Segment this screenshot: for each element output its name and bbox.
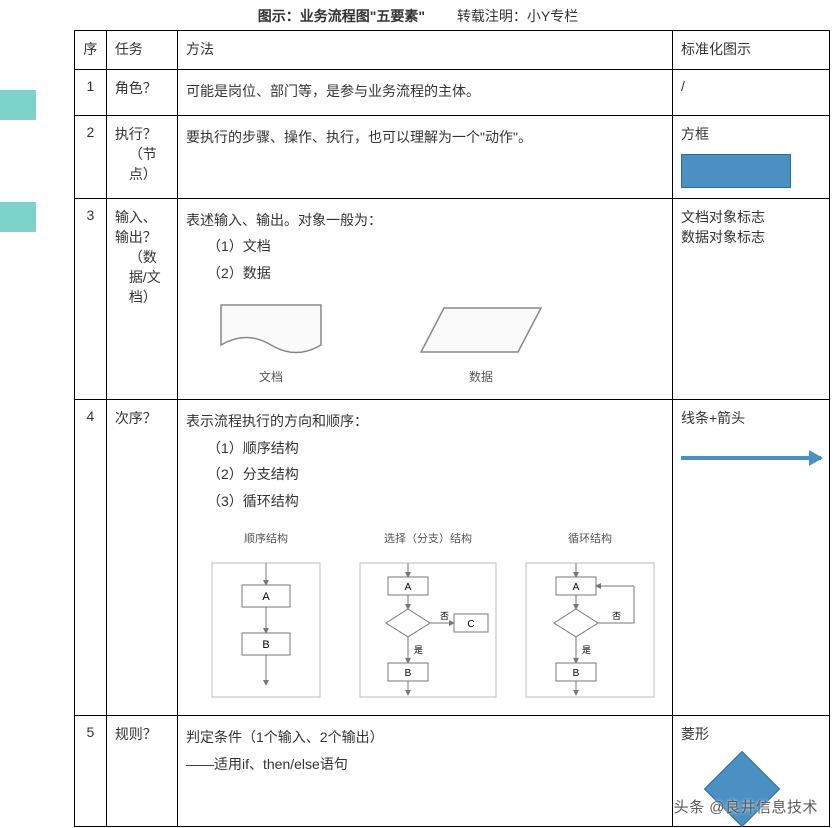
d3-title: 循环结构	[516, 529, 664, 550]
task-3: 输入、输出？ （数据/文档）	[106, 198, 177, 400]
task-1: 角色？	[106, 70, 177, 116]
method-5: 判定条件（1个输入、2个输出） ——适用if、then/else语句	[178, 716, 673, 827]
icon-4-cell: 线条+箭头	[673, 400, 830, 716]
diagram-loop: 循环结构 A 否 是	[516, 529, 664, 706]
col-task: 任务	[106, 31, 177, 70]
svg-text:A: A	[573, 582, 580, 593]
d2-title: 选择（分支）结构	[354, 529, 502, 550]
m4-l1: 表示流程执行的方向和顺序：	[186, 413, 368, 429]
seq-5: 5	[75, 716, 107, 827]
m3-l3: （2）数据	[186, 260, 664, 287]
diagram-sequential: 顺序结构 A B	[192, 529, 340, 706]
task-2: 执行？ （节点）	[106, 115, 177, 198]
svg-text:是: 是	[582, 645, 591, 655]
doc-label: 文档	[216, 366, 326, 389]
task-4: 次序？	[106, 400, 177, 716]
icon-2-label: 方框	[681, 126, 709, 142]
seq-1: 1	[75, 70, 107, 116]
credit: 转载注明：小Y专栏	[457, 6, 578, 26]
table-row: 1 角色？ 可能是岗位、部门等，是参与业务流程的主体。 /	[75, 70, 830, 116]
svg-text:A: A	[405, 582, 412, 593]
seq-4: 4	[75, 400, 107, 716]
task-2-main: 执行？	[115, 126, 157, 142]
icon5-label: 菱形	[681, 726, 709, 742]
svg-text:B: B	[573, 668, 580, 679]
title: 图示：业务流程图"五要素"	[258, 6, 425, 26]
m5-l1: 判定条件（1个输入、2个输出）	[186, 729, 384, 745]
d1-title: 顺序结构	[192, 529, 340, 550]
rectangle-icon	[681, 154, 791, 188]
svg-text:B: B	[405, 668, 412, 679]
m4-l4: （3）循环结构	[186, 488, 664, 515]
icon3-l2: 数据对象标志	[681, 229, 765, 245]
seq-3: 3	[75, 198, 107, 400]
m4-l2: （1）顺序结构	[186, 435, 664, 462]
icon-2-cell: 方框	[673, 115, 830, 198]
data-label: 数据	[416, 366, 546, 389]
col-icon: 标准化图示	[673, 31, 830, 70]
task-5: 规则？	[106, 716, 177, 827]
col-seq: 序	[75, 31, 107, 70]
task-2-sub: （节点）	[115, 144, 169, 184]
icon3-l1: 文档对象标志	[681, 209, 765, 225]
m3-l2: （1）文档	[186, 233, 664, 260]
m3-l1: 表述输入、输出。对象一般为：	[186, 212, 382, 228]
table-row: 2 执行？ （节点） 要执行的步骤、操作、执行，也可以理解为一个"动作"。 方框	[75, 115, 830, 198]
icon-3-cell: 文档对象标志 数据对象标志	[673, 198, 830, 400]
header-row: 序 任务 方法 标准化图示	[75, 31, 830, 70]
method-2: 要执行的步骤、操作、执行，也可以理解为一个"动作"。	[178, 115, 673, 198]
icon-1: /	[673, 70, 830, 116]
svg-text:否: 否	[440, 611, 449, 621]
diagram-branch: 选择（分支）结构 A 否 C 是	[354, 529, 502, 706]
flow-diagrams: 顺序结构 A B 选择（分支）结构	[186, 529, 664, 706]
seq-2: 2	[75, 115, 107, 198]
document-shape: 文档	[216, 300, 326, 389]
elements-table: 序 任务 方法 标准化图示 1 角色？ 可能是岗位、部门等，是参与业务流程的主体…	[74, 30, 830, 827]
table-row: 3 输入、输出？ （数据/文档） 表述输入、输出。对象一般为： （1）文档 （2…	[75, 198, 830, 400]
watermark: 头条 @良井信息技术	[674, 796, 818, 817]
svg-text:是: 是	[414, 645, 423, 655]
icon4-label: 线条+箭头	[681, 410, 745, 426]
table-row: 4 次序？ 表示流程执行的方向和顺序： （1）顺序结构 （2）分支结构 （3）循…	[75, 400, 830, 716]
arrow-icon	[681, 456, 821, 460]
d1-b: B	[262, 639, 269, 651]
task-3-sub: （数据/文档）	[115, 247, 169, 307]
row3-shapes: 文档 数据	[186, 300, 664, 389]
svg-text:否: 否	[612, 611, 621, 621]
m4-l3: （2）分支结构	[186, 461, 664, 488]
method-3: 表述输入、输出。对象一般为： （1）文档 （2）数据 文档 数据	[178, 198, 673, 400]
task-3-main: 输入、输出？	[115, 209, 157, 245]
side-tab-1	[0, 90, 36, 120]
method-4: 表示流程执行的方向和顺序： （1）顺序结构 （2）分支结构 （3）循环结构 顺序…	[178, 400, 673, 716]
side-tab-2	[0, 202, 36, 232]
method-1: 可能是岗位、部门等，是参与业务流程的主体。	[178, 70, 673, 116]
svg-text:C: C	[467, 619, 474, 630]
m5-l2: ——适用if、then/else语句	[186, 756, 348, 772]
data-shape: 数据	[416, 300, 546, 389]
page-header: 图示：业务流程图"五要素" 转载注明：小Y专栏	[0, 0, 836, 30]
d1-a: A	[262, 591, 270, 603]
col-method: 方法	[178, 31, 673, 70]
